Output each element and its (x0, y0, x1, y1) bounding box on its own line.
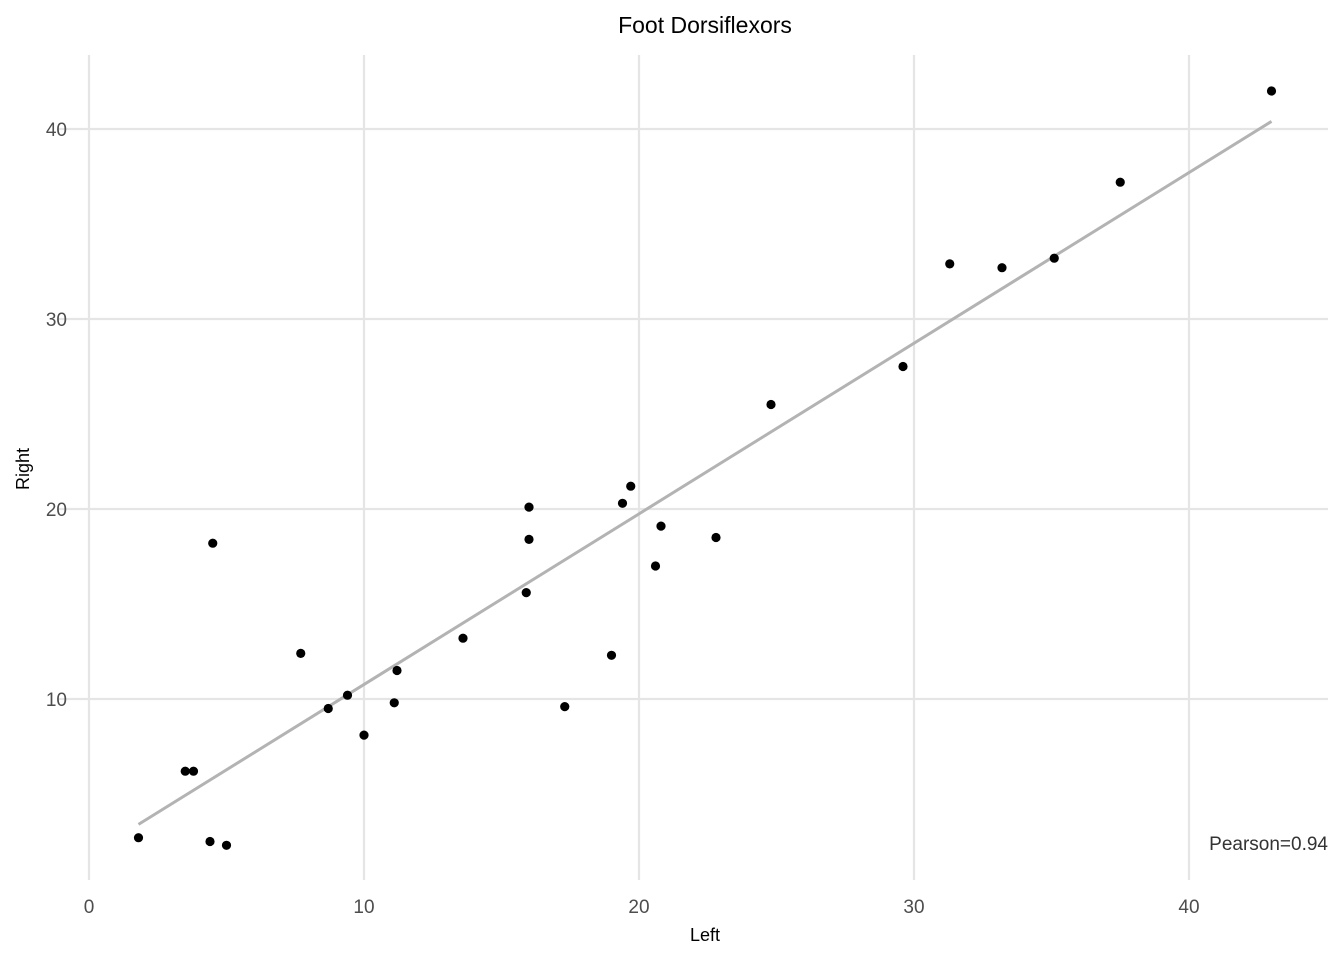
data-point (133, 833, 144, 843)
data-point (323, 703, 333, 714)
data-point (188, 766, 199, 776)
data-point (766, 399, 776, 410)
data-point (711, 532, 721, 543)
x-grid-lines (87, 55, 1191, 880)
x-tick-label: 0 (84, 897, 95, 918)
data-point (650, 561, 661, 571)
trend-line-layer (137, 120, 1273, 826)
data-point (617, 498, 628, 508)
data-point (221, 840, 232, 850)
y-tick-label: 30 (46, 310, 67, 331)
x-axis-title: Left (690, 925, 720, 945)
regression-line (137, 120, 1273, 826)
data-point (389, 698, 399, 708)
y-tick-label: 20 (46, 500, 67, 521)
data-point (606, 650, 617, 660)
data-point (296, 648, 306, 659)
data-point (180, 766, 190, 776)
data-point (626, 481, 636, 491)
data-point (1049, 253, 1059, 263)
data-point (392, 665, 402, 676)
x-tick-label: 40 (1178, 897, 1199, 918)
data-point (656, 521, 666, 531)
data-points (133, 86, 1277, 850)
x-tick-label: 20 (628, 897, 649, 918)
x-tick-label: 10 (353, 897, 374, 918)
data-point (458, 633, 468, 643)
data-point (521, 588, 531, 598)
y-tick-label: 10 (46, 690, 67, 711)
y-axis-title: Right (13, 448, 33, 490)
y-tick-labels: 10 20 30 40 (46, 120, 67, 711)
data-point (997, 263, 1007, 273)
x-tick-labels: 0 10 20 30 40 (84, 897, 1200, 918)
data-point (1266, 86, 1277, 96)
data-point (560, 702, 570, 712)
data-point (359, 730, 369, 740)
data-point (342, 690, 353, 700)
data-point (205, 836, 215, 847)
chart-title: Foot Dorsiflexors (618, 12, 792, 38)
y-tick-label: 40 (46, 120, 67, 141)
data-point (898, 361, 908, 372)
y-grid-lines (58, 127, 1328, 701)
data-point (524, 534, 534, 545)
data-point (208, 538, 218, 548)
data-point (1115, 177, 1125, 187)
data-point (524, 502, 534, 512)
data-point (945, 259, 955, 269)
pearson-annotation: Pearson=0.94 (1209, 834, 1328, 855)
x-tick-label: 30 (903, 897, 924, 918)
